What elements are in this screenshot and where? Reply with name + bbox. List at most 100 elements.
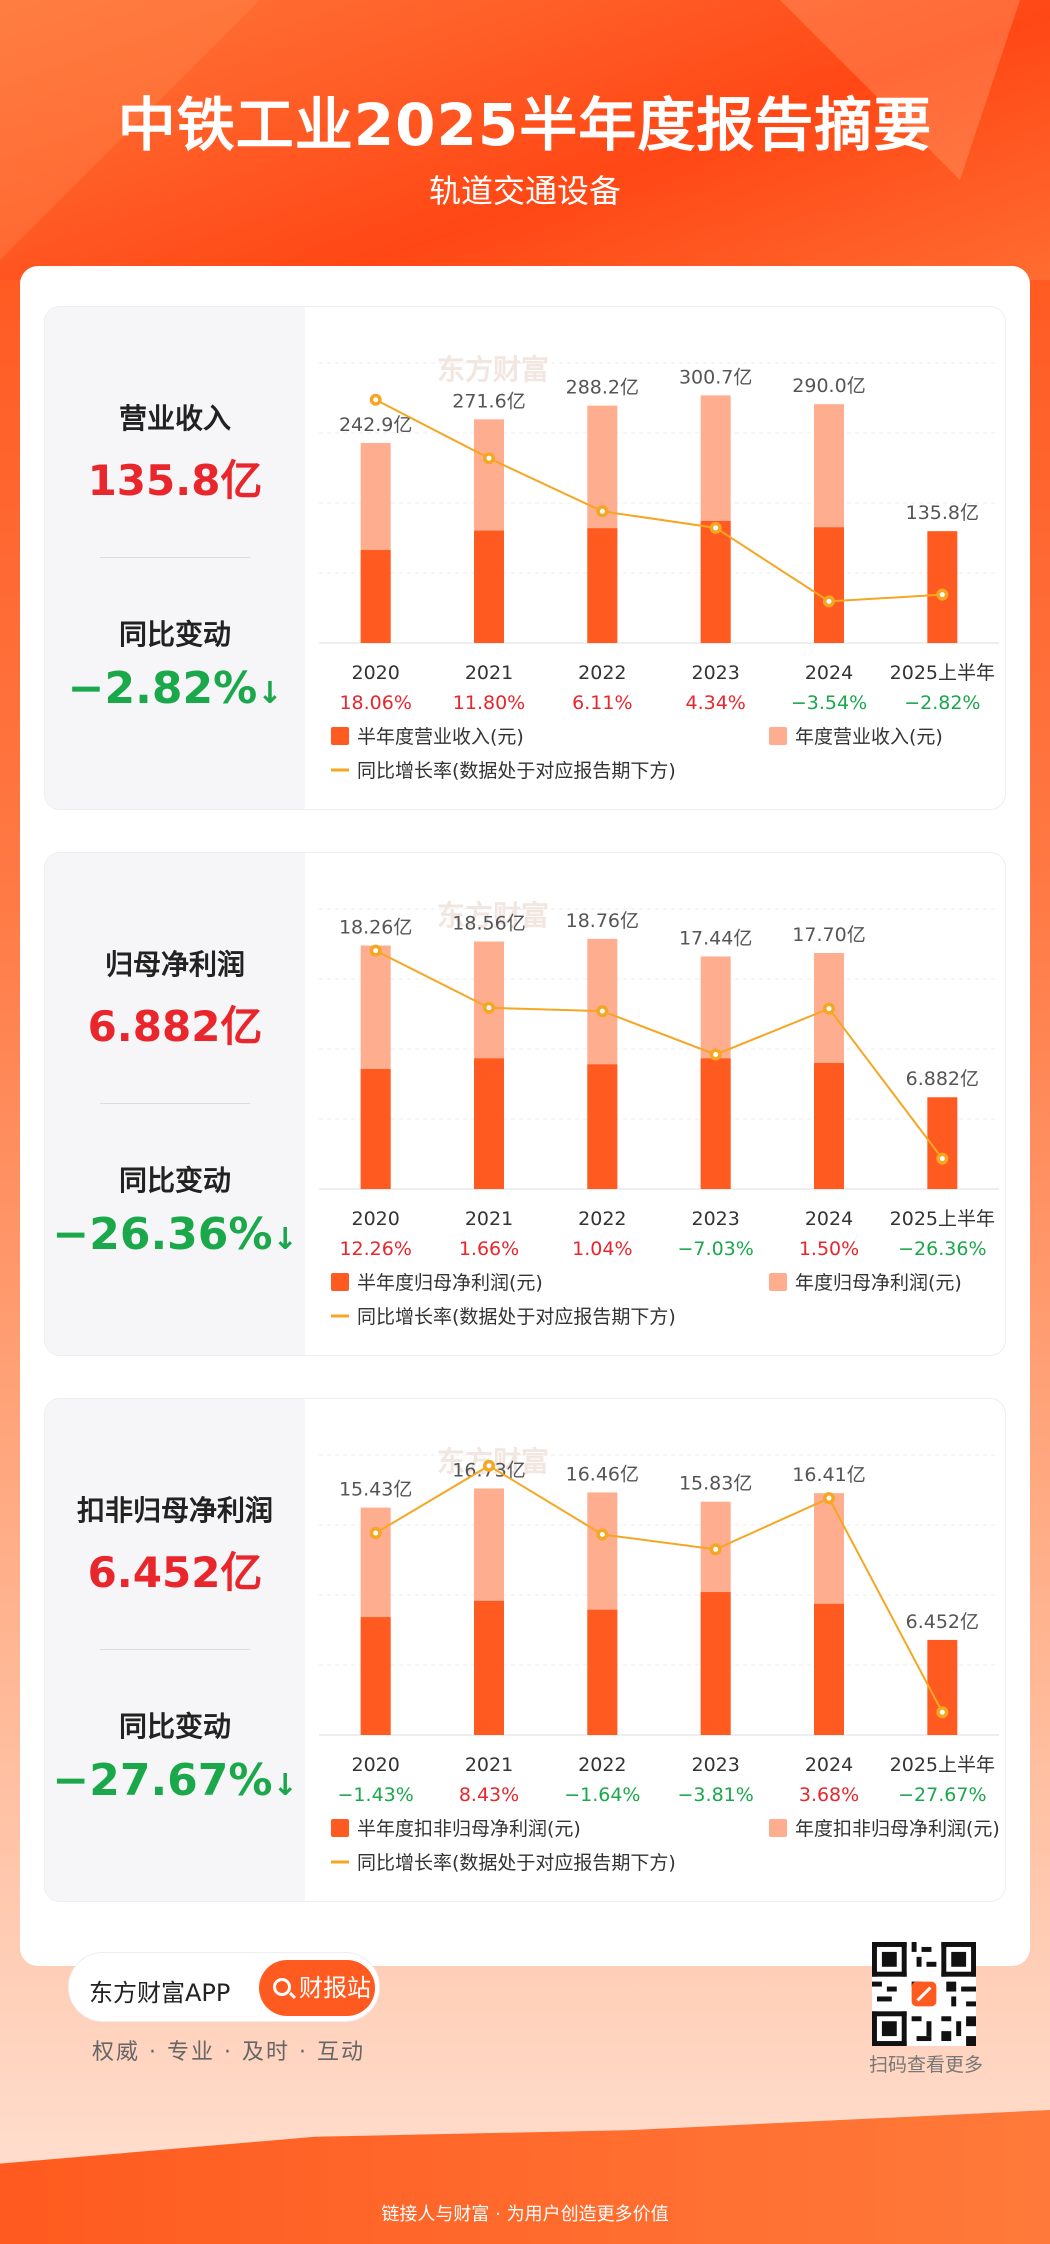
metric-value: 6.882亿: [87, 1002, 263, 1051]
growth-label: 3.68%: [799, 1784, 859, 1806]
value-label: 300.7亿: [679, 366, 752, 388]
legend-label-line: 同比增长率(数据处于对应报告期下方): [357, 760, 676, 782]
legend-label-half: 半年度归母净利润(元): [357, 1272, 543, 1294]
x-tick-label: 2024: [805, 662, 853, 684]
growth-point-center: [486, 1463, 492, 1469]
growth-label: −7.03%: [678, 1238, 754, 1260]
half-year-bar: [587, 1064, 618, 1189]
bar-line-chart: 东方财富15.43亿2020−1.43%16.73亿20218.43%16.46…: [319, 1445, 1000, 1874]
search-icon: [273, 1978, 291, 1996]
x-tick-label: 2024: [805, 1208, 853, 1230]
growth-label: −2.82%: [904, 692, 980, 714]
financial-report-button-label: 财报站: [299, 1974, 371, 2002]
legend-label-line: 同比增长率(数据处于对应报告期下方): [357, 1852, 676, 1874]
growth-point-center: [826, 1006, 832, 1012]
metric-label: 归母净利润: [104, 948, 245, 981]
growth-label: 12.26%: [339, 1238, 411, 1260]
x-tick-label: 2024: [805, 1754, 853, 1776]
change-value-text: −26.36%: [52, 1209, 273, 1260]
half-year-bar: [474, 1600, 504, 1735]
value-label: 15.43亿: [339, 1479, 412, 1501]
growth-point-center: [939, 592, 945, 598]
growth-point-center: [373, 948, 379, 954]
divider: [100, 1649, 250, 1650]
change-value-text: −27.67%: [52, 1755, 273, 1806]
half-year-bar: [700, 1592, 731, 1735]
growth-point-center: [486, 455, 492, 461]
legend-label-annual: 年度归母净利润(元): [795, 1272, 962, 1294]
growth-label: 1.66%: [459, 1238, 519, 1260]
growth-point-center: [599, 1531, 605, 1537]
change-label: 同比变动: [118, 618, 231, 651]
value-label: 288.2亿: [566, 377, 639, 399]
half-year-bar: [360, 1617, 391, 1735]
growth-point-center: [826, 598, 832, 604]
metric-panel: 归母净利润 6.882亿 同比变动 −26.36%↓ 东方财富 18.26亿 2020 12.…: [44, 852, 1006, 1356]
x-tick-label: 2022: [578, 662, 626, 684]
growth-label: −3.54%: [791, 692, 867, 714]
growth-label: 8.43%: [459, 1784, 519, 1806]
half-year-bar: [474, 530, 504, 643]
half-year-bar: [587, 1609, 618, 1735]
legend-label-line: 同比增长率(数据处于对应报告期下方): [357, 1306, 676, 1328]
growth-line: [375, 949, 944, 1160]
growth-line: [375, 1464, 944, 1713]
growth-label: −26.36%: [898, 1238, 986, 1260]
metric-summary: 营业收入 135.8亿 同比变动 −2.82%↓: [45, 307, 305, 809]
half-year-bar: [700, 1058, 731, 1189]
growth-label: 1.50%: [799, 1238, 859, 1260]
value-label: 18.76亿: [566, 910, 639, 932]
legend-swatch-annual: [769, 727, 787, 745]
change-value: −27.67%↓: [45, 1755, 305, 1806]
down-arrow-icon: ↓: [257, 676, 283, 711]
app-badge[interactable]: 东方财富APP 财报站: [68, 1952, 380, 2022]
qr-label: 扫码查看更多: [868, 2054, 983, 2076]
metric-summary: 扣非归母净利润 6.452亿 同比变动 −27.67%↓: [45, 1399, 305, 1901]
growth-point-center: [939, 1709, 945, 1715]
value-label: 18.56亿: [452, 913, 525, 935]
legend-label-half: 半年度扣非归母净利润(元): [357, 1818, 581, 1840]
half-year-bar: [474, 1058, 504, 1189]
metric-summary: 归母净利润 6.882亿同比变动 −26.36%↓: [45, 853, 305, 1355]
value-label: 16.41亿: [792, 1464, 865, 1486]
legend-label-annual: 年度营业收入(元): [795, 726, 943, 748]
legend-swatch-annual: [769, 1273, 787, 1291]
x-tick-label: 2023: [691, 1754, 739, 1776]
x-tick-label: 2021: [465, 1208, 513, 1230]
divider: [100, 557, 250, 558]
x-tick-label: 2023: [691, 662, 739, 684]
half-year-bar: [927, 1097, 958, 1189]
half-year-bar: [814, 1603, 844, 1735]
x-tick-label: 2025上半年: [890, 662, 995, 684]
divider: [100, 1103, 250, 1104]
half-year-bar: [927, 1639, 958, 1735]
value-label: 17.44亿: [679, 927, 752, 949]
growth-point-center: [713, 1052, 719, 1058]
page-subtitle: 轨道交通设备: [428, 172, 621, 210]
legend-swatch-half: [331, 1273, 349, 1291]
growth-label: −3.81%: [678, 1784, 754, 1806]
qr-code-icon[interactable]: [872, 1942, 976, 2046]
change-label: 同比变动: [118, 1710, 231, 1743]
legend-label-half: 半年度营业收入(元): [357, 726, 524, 748]
header-decoration: [0, 0, 260, 260]
footer-tagline: 链接人与财富 · 为用户创造更多价值: [381, 2204, 669, 2225]
value-label: 6.882亿: [906, 1068, 979, 1090]
value-label: 16.46亿: [566, 1463, 639, 1485]
half-year-bar: [360, 1069, 391, 1189]
header-background: [0, 0, 1050, 280]
x-tick-label: 2021: [465, 662, 513, 684]
value-label: 290.0亿: [792, 375, 865, 397]
change-label: 同比变动: [118, 1164, 231, 1197]
x-tick-label: 2022: [578, 1208, 626, 1230]
change-value: −26.36%↓: [45, 1209, 305, 1260]
bar-line-chart: 东方财富 242.9亿 2020 18.06% 271.6亿 2021 11.80% 288.…: [319, 353, 999, 782]
growth-label: 11.80%: [453, 692, 525, 714]
change-value-text: −2.82%: [67, 663, 258, 714]
half-year-bar: [700, 520, 731, 643]
financial-report-button[interactable]: 财报站: [259, 1960, 375, 2016]
metric-panel: 扣非归母净利润6.452亿同比变动−27.67%↓东方财富15.43亿2020−…: [44, 1398, 1006, 1902]
growth-label: −27.67%: [898, 1784, 986, 1806]
value-label: 18.26亿: [339, 917, 412, 939]
value-label: 15.83亿: [679, 1473, 752, 1495]
